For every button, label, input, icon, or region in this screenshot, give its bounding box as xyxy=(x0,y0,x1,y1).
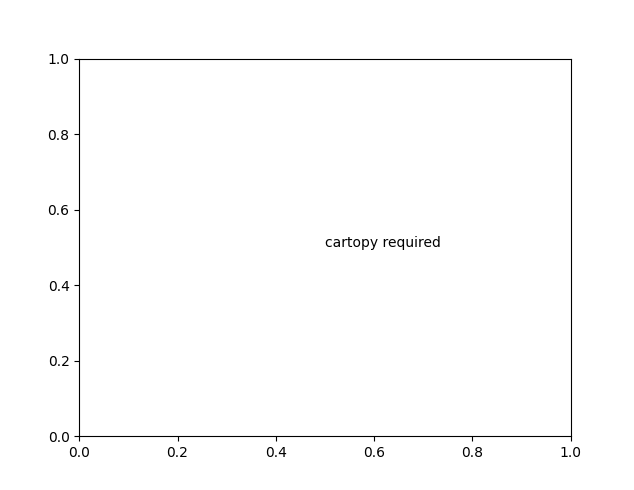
Text: cartopy required: cartopy required xyxy=(325,237,441,250)
